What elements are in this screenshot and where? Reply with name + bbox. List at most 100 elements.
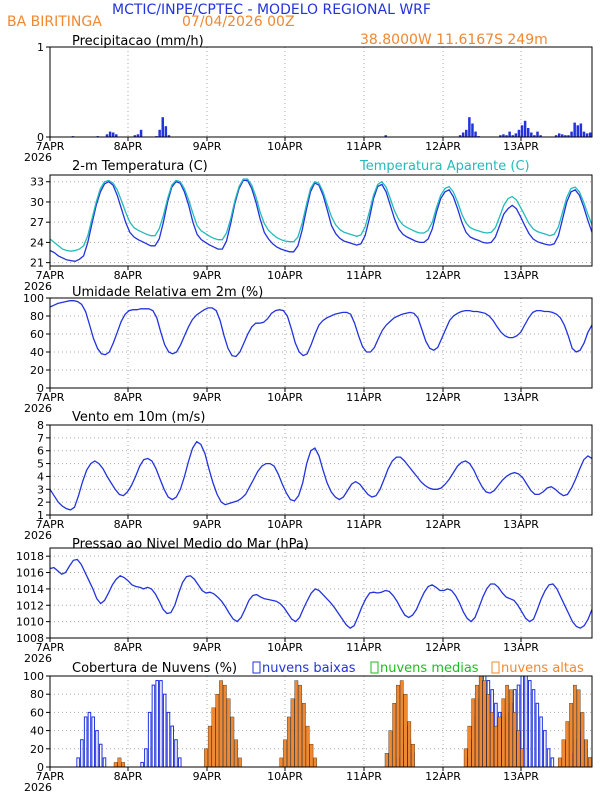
bar-clouds-2-96 — [411, 744, 415, 768]
xtick-label-precip-1: 8APR — [114, 140, 143, 153]
bar-clouds-0-28 — [155, 680, 159, 768]
xtick-label-precip-2: 9APR — [193, 140, 222, 153]
bar-clouds-2-114 — [478, 675, 483, 768]
bar-clouds-2-110 — [463, 748, 468, 768]
bar-precip-21 — [115, 134, 118, 137]
bar-precip-19 — [108, 131, 112, 137]
cloud-legend: nuvens baixas nuvens medias nuvens altas — [252, 661, 584, 676]
xtick-label-clouds-5: 12APR — [425, 770, 461, 783]
ytick-label-rh-2: 40 — [30, 346, 44, 359]
bar-clouds-0-10 — [87, 711, 92, 768]
bar-clouds-2-118 — [493, 725, 498, 768]
bar-precip-166 — [564, 135, 567, 137]
legend-low-clouds: nuvens baixas — [262, 661, 356, 676]
ytick-label-clouds-1: 20 — [30, 743, 44, 756]
bar-clouds-2-115 — [482, 680, 487, 768]
bar-clouds-0-25 — [144, 748, 148, 768]
xtick-year-temp: 2026 — [24, 280, 52, 293]
xtick-year-pressure: 2026 — [24, 652, 52, 665]
bar-clouds-2-140 — [576, 689, 581, 768]
xtick-label-wind-0: 7APR — [36, 518, 65, 531]
xtick-label-rh-4: 11APR — [346, 391, 382, 404]
ytick-label-clouds-3: 60 — [30, 706, 44, 719]
bar-precip-169 — [573, 122, 576, 137]
xtick-label-rh-0: 7APR — [36, 391, 65, 404]
bar-clouds-0-11 — [91, 716, 95, 768]
frame-wind — [49, 424, 593, 516]
series-line-temp-1 — [49, 178, 593, 252]
bar-clouds-2-18 — [117, 757, 122, 768]
bar-precip-135 — [468, 117, 471, 137]
bar-clouds-2-121 — [505, 684, 509, 768]
header-run-date: 07/04/2026 00Z — [182, 14, 295, 30]
bar-clouds-2-117 — [490, 712, 494, 768]
xtick-label-precip-6: 13APR — [503, 140, 539, 153]
bar-clouds-2-46 — [222, 684, 227, 768]
panel-title-wind: Vento em 10m (m/s) — [72, 410, 205, 425]
bar-precip-36 — [161, 117, 164, 137]
bar-precip-18 — [105, 134, 109, 137]
ytick-label-temp-1: 24 — [30, 236, 44, 249]
bar-precip-157 — [536, 131, 539, 137]
xtick-label-rh-2: 9APR — [193, 391, 222, 404]
bar-precip-155 — [530, 132, 533, 137]
xtick-label-rh-5: 12APR — [425, 391, 461, 404]
bar-clouds-2-91 — [392, 703, 397, 768]
ytick-label-wind-1: 2 — [37, 496, 44, 509]
ytick-label-pressure-2: 1012 — [16, 599, 44, 612]
bar-precip-108 — [384, 135, 387, 137]
xtick-label-wind-2: 9APR — [193, 518, 222, 531]
xtick-label-temp-1: 8APR — [114, 269, 143, 282]
bar-clouds-0-32 — [170, 725, 175, 768]
xtick-label-clouds-3: 10APR — [267, 770, 303, 783]
bar-clouds-2-19 — [121, 762, 126, 768]
legend-swatch-low — [252, 661, 261, 674]
bar-clouds-2-89 — [384, 753, 389, 768]
bar-clouds-0-9 — [83, 716, 88, 768]
header-title: MCTIC/INPE/CPTEC - MODELO REGIONAL WRF — [112, 2, 431, 18]
bar-precip-163 — [554, 135, 558, 137]
xtick-label-temp-0: 7APR — [36, 269, 65, 282]
bar-clouds-2-17 — [113, 762, 118, 768]
header: MCTIC/INPE/CPTEC - MODELO REGIONAL WRF B… — [7, 2, 548, 48]
ytick-label-wind-0: 1 — [37, 509, 44, 522]
bar-clouds-0-34 — [177, 757, 182, 768]
bar-clouds-2-50 — [238, 757, 242, 768]
ytick-label-rh-5: 100 — [23, 292, 44, 305]
series-line-wind-0 — [49, 440, 593, 511]
bar-precip-149 — [511, 135, 514, 137]
xtick-label-wind-4: 11APR — [346, 518, 382, 531]
panel-title-pressure: Pressao ao Nivel Medio do Mar (hPa) — [72, 537, 309, 552]
panel-pressure: Pressao ao Nivel Medio do Mar (hPa) 1008 1… — [16, 537, 593, 665]
bar-clouds-2-119 — [497, 716, 502, 768]
bar-clouds-2-138 — [569, 703, 573, 768]
bar-precip-153 — [523, 120, 527, 137]
bar-clouds-2-42 — [207, 725, 212, 768]
bar-clouds-2-94 — [403, 694, 408, 768]
bar-precip-167 — [567, 135, 570, 137]
bar-precip-145 — [499, 135, 502, 137]
ytick-label-wind-4: 5 — [37, 458, 44, 471]
bar-clouds-0-133 — [550, 757, 555, 768]
bar-clouds-2-66 — [298, 684, 302, 768]
xtick-label-rh-3: 10APR — [267, 391, 303, 404]
panel-title-precip: Precipitacao (mm/h) — [72, 34, 204, 49]
bar-clouds-2-135 — [557, 757, 562, 768]
bar-clouds-0-128 — [531, 689, 536, 768]
bar-precip-148 — [508, 131, 511, 137]
bar-clouds-0-33 — [174, 739, 178, 768]
bar-precip-146 — [502, 134, 505, 137]
bar-precip-165 — [561, 134, 564, 137]
bar-clouds-2-68 — [305, 725, 310, 768]
xtick-label-temp-4: 11APR — [346, 269, 382, 282]
bar-clouds-2-111 — [467, 725, 472, 768]
xtick-label-pressure-6: 13APR — [503, 641, 539, 654]
xtick-label-precip-3: 10APR — [267, 140, 303, 153]
bar-clouds-2-41 — [204, 748, 208, 768]
header-coordinates: 38.8000W 11.6167S 249m — [360, 32, 548, 48]
series-line-temp-0 — [49, 179, 593, 262]
panel-clouds: Cobertura de Nuvens (%) 0 20 40 60 80 100 7APR 8… — [23, 661, 593, 792]
panel-title-temp: 2-m Temperatura (C) — [72, 159, 208, 174]
bar-precip-27 — [133, 135, 137, 137]
